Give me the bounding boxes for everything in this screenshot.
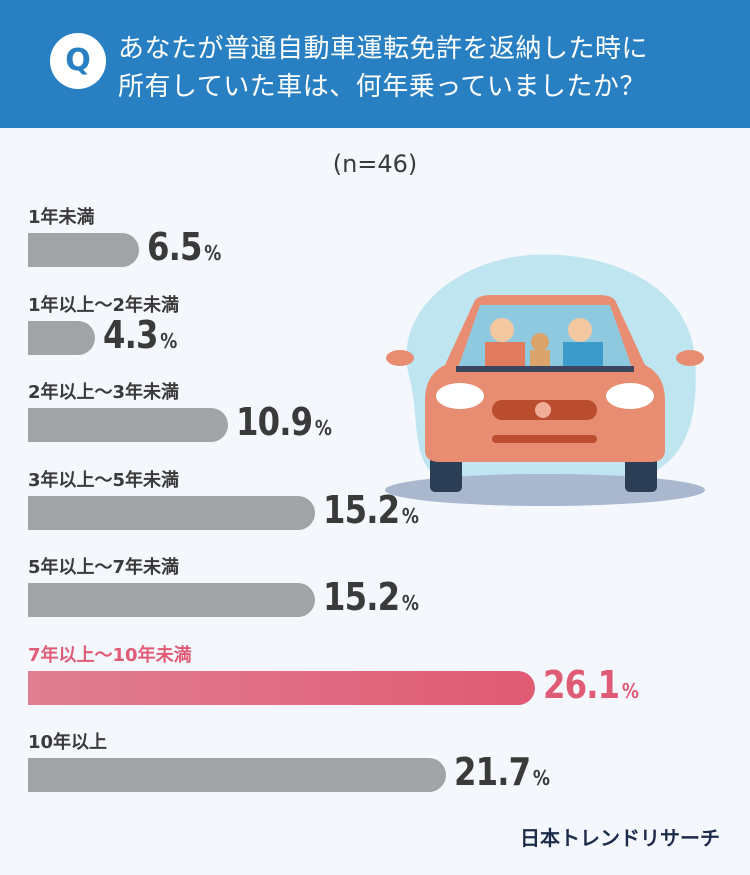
question-header: Q あなたが普通自動車運転免許を返納した時に 所有していた車は、何年乗っていまし…	[0, 0, 750, 128]
title-line-1: あなたが普通自動車運転免許を返納した時に	[118, 34, 649, 64]
bar	[28, 233, 140, 267]
bar-row: 1年未満 6.5%	[28, 203, 728, 293]
category-label: 5年以上～7年未満	[28, 557, 180, 578]
bar	[28, 408, 229, 442]
bar-row: 1年以上～2年未満 4.3%	[28, 291, 728, 381]
percent-sign: %	[622, 678, 639, 703]
category-label: 7年以上～10年未満	[28, 644, 192, 666]
title-line-2: 所有していた車は、何年乗っていましたか？	[118, 72, 646, 102]
value-label: 10.9%	[236, 400, 332, 444]
category-label: 3年以上～5年未満	[28, 469, 180, 491]
value-number: 6.5	[147, 225, 203, 269]
value-number: 15.2	[323, 575, 400, 619]
q-badge: Q	[50, 33, 106, 89]
bar	[28, 495, 316, 530]
category-label: 10年以上	[28, 732, 108, 753]
bar-row: 7年以上～10年未満 26.1%	[28, 641, 728, 731]
percent-sign: %	[401, 503, 419, 528]
percent-sign: %	[160, 328, 177, 353]
category-label: 1年以上～2年未満	[28, 294, 180, 316]
value-number: 15.2	[323, 487, 400, 532]
bar-row: 5年以上～7年未満 15.2%	[28, 553, 728, 643]
percent-sign: %	[533, 766, 550, 790]
bar-row: 10年以上 21.7%	[28, 728, 728, 818]
question-title: あなたが普通自動車運転免許を返納した時に 所有していた車は、何年乗っていましたか…	[118, 30, 648, 106]
percent-sign: %	[315, 416, 332, 440]
bar	[28, 670, 536, 705]
value-label: 4.3%	[102, 312, 177, 357]
category-label: 1年未満	[28, 207, 95, 228]
bar	[28, 583, 316, 617]
value-label: 6.5%	[147, 225, 222, 269]
value-number: 26.1	[543, 662, 620, 707]
value-label: 15.2%	[323, 487, 419, 532]
percent-sign: %	[401, 591, 419, 615]
car-illustration	[385, 254, 705, 506]
bar	[28, 758, 447, 792]
value-label: 15.2%	[323, 575, 419, 619]
value-number: 10.9	[236, 400, 313, 444]
percent-sign: %	[204, 241, 222, 265]
sample-size: (n=46)	[332, 150, 418, 178]
value-number: 4.3	[102, 312, 159, 357]
value-label: 21.7%	[454, 750, 550, 794]
value-label: 26.1%	[543, 662, 639, 707]
bar-row: 3年以上～5年未満 15.2%	[28, 466, 728, 556]
brand-logo: 日本トレンドリサーチ	[520, 826, 720, 850]
bar-row: 2年以上～3年未満 10.9%	[28, 378, 728, 468]
category-label: 2年以上～3年未満	[28, 382, 180, 403]
bar	[28, 320, 95, 355]
value-number: 21.7	[454, 750, 531, 794]
